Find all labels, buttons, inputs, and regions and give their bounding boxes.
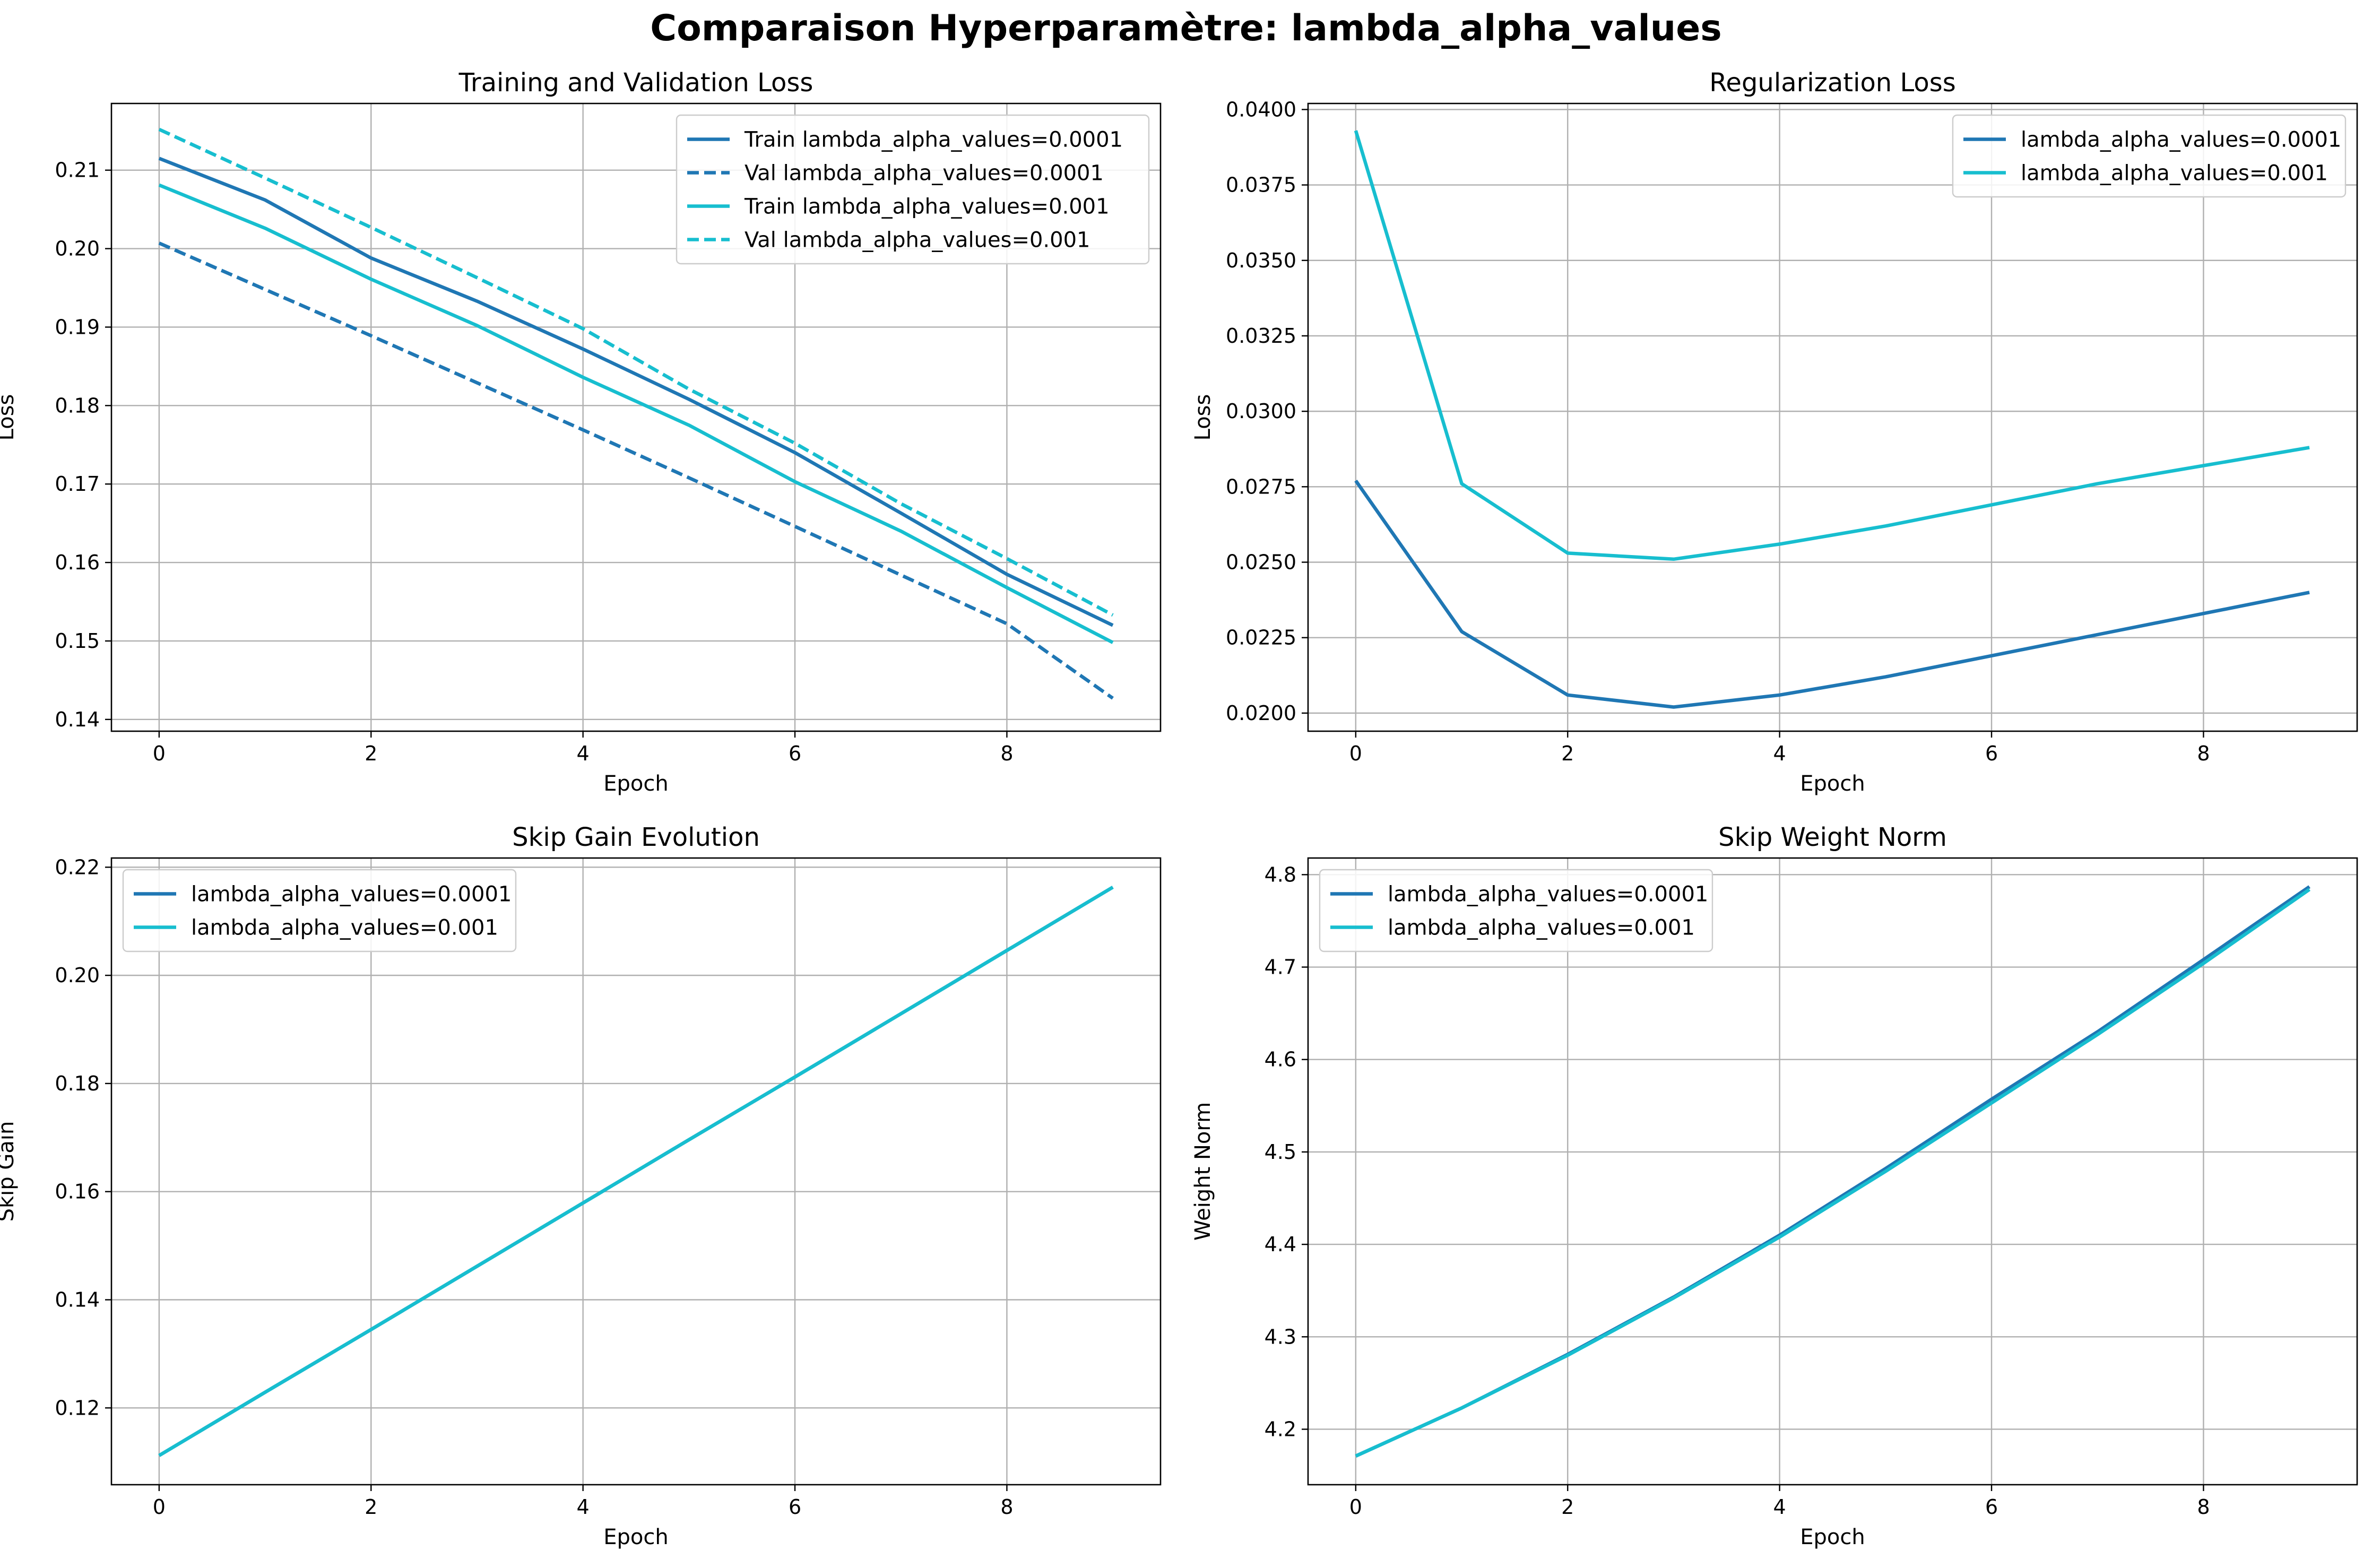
legend-box [1319, 869, 1713, 952]
y-tick-label: 0.0225 [1226, 626, 1296, 649]
series-line-2 [158, 241, 1114, 700]
y-tick-label: 0.14 [55, 1288, 100, 1312]
legend-label-2: lambda_alpha_values=0.001 [1388, 916, 1695, 940]
plot-frame [110, 857, 1162, 1486]
legend-label-1: lambda_alpha_values=0.0001 [2021, 128, 2341, 152]
legend-label-1: Train lambda_alpha_values=0.0001 [744, 128, 1123, 152]
y-tick-label: 0.0400 [1226, 98, 1296, 121]
legend-label-4: Val lambda_alpha_values=0.001 [745, 228, 1090, 253]
x-axis-label: Epoch [1800, 772, 1865, 796]
y-tick-label: 0.18 [55, 394, 100, 417]
legend-label-2: Val lambda_alpha_values=0.0001 [745, 161, 1104, 186]
x-tick-label: 0 [1349, 1495, 1362, 1519]
x-tick-label: 6 [1985, 742, 1998, 765]
y-tick-label: 0.22 [55, 855, 100, 879]
legend-label-1: lambda_alpha_values=0.0001 [191, 882, 512, 907]
legend-label-2: lambda_alpha_values=0.001 [2021, 161, 2328, 186]
y-tick-label: 0.16 [55, 1180, 100, 1203]
y-tick-label: 0.0325 [1226, 324, 1296, 348]
plot-frame [1307, 102, 2358, 732]
x-axis-label: Epoch [603, 772, 668, 796]
panel-skip-gain-evolution: 0 2 4 6 8 0.12 0.14 0.16 0.18 0.20 0.22 Epoch Skip G… [0, 822, 1162, 1549]
panel-regularization-loss: 0 2 4 6 8 0.0200 0.0225 0.0250 0.0275 0.0300 0.032… [1191, 68, 2358, 796]
y-axis-label: Weight Norm [1191, 1102, 1215, 1241]
series-line-3 [158, 183, 1114, 644]
y-tick-label: 0.17 [55, 472, 100, 496]
plot-frame [110, 102, 1162, 732]
y-tick-label: 0.19 [55, 315, 100, 339]
x-tick-label: 2 [1561, 742, 1574, 765]
x-tick-label: 0 [1349, 742, 1362, 765]
x-tick-label: 4 [1773, 1495, 1786, 1519]
x-tick-label: 2 [365, 1495, 377, 1519]
series-line-2 [158, 886, 1114, 1457]
y-tick-label: 4.8 [1265, 863, 1296, 886]
y-tick-label: 0.20 [55, 237, 100, 261]
x-tick-label: 0 [153, 1495, 166, 1519]
y-tick-label: 4.4 [1265, 1233, 1296, 1256]
y-tick-label: 0.21 [55, 159, 100, 182]
y-tick-label: 0.0375 [1226, 174, 1296, 197]
series-line-1 [1354, 480, 2310, 709]
y-tick-label: 0.12 [55, 1396, 100, 1419]
y-tick-label: 0.20 [55, 964, 100, 987]
x-tick-label: 4 [1773, 742, 1786, 765]
y-tick-label: 0.16 [55, 551, 100, 574]
y-axis-label: Loss [1191, 394, 1215, 441]
series-line-4 [158, 127, 1114, 617]
y-tick-label: 0.14 [55, 708, 100, 731]
legend: lambda_alpha_values=0.0001 lambda_alpha_v… [1319, 869, 1713, 952]
y-tick-label: 0.0350 [1226, 249, 1296, 272]
y-tick-label: 0.15 [55, 629, 100, 653]
y-tick-label: 0.18 [55, 1072, 100, 1095]
y-axis-label: Loss [0, 394, 19, 441]
x-tick-label: 8 [1000, 742, 1013, 765]
x-tick-label: 6 [789, 742, 801, 765]
x-tick-label: 0 [153, 742, 166, 765]
legend: Train lambda_alpha_values=0.0001 Val lamb… [676, 114, 1150, 265]
x-axis-label: Epoch [603, 1525, 668, 1549]
legend-box [122, 869, 517, 952]
y-tick-label: 4.7 [1265, 956, 1296, 979]
y-tick-label: 0.0200 [1226, 701, 1296, 725]
y-tick-label: 4.5 [1265, 1140, 1296, 1164]
legend: lambda_alpha_values=0.0001 lambda_alpha_v… [122, 869, 517, 952]
legend-label-2: lambda_alpha_values=0.001 [191, 916, 498, 940]
series-line-1 [1355, 885, 2310, 1458]
x-tick-label: 4 [577, 742, 590, 765]
panel-title: Regularization Loss [1709, 68, 1956, 98]
series-line-2 [1355, 888, 2310, 1458]
x-tick-label: 4 [577, 1495, 590, 1519]
y-tick-label: 4.3 [1265, 1325, 1296, 1348]
legend: lambda_alpha_values=0.0001 lambda_alpha_v… [1952, 114, 2347, 198]
x-tick-label: 8 [2197, 742, 2210, 765]
figure-title: Comparaison Hyperparamètre: lambda_alpha… [650, 7, 1722, 49]
y-tick-label: 0.0275 [1226, 475, 1296, 498]
panel-training-validation-loss: 0 2 4 6 8 0.14 0.15 0.16 0.17 0.18 0.19 0.20 0.21 Epo… [0, 68, 1162, 796]
legend-label-1: lambda_alpha_values=0.0001 [1388, 882, 1708, 907]
x-tick-label: 8 [2197, 1495, 2210, 1519]
y-tick-label: 0.0250 [1226, 551, 1296, 574]
x-tick-label: 2 [1561, 1495, 1574, 1519]
series-line-2 [1354, 130, 2310, 561]
x-tick-label: 2 [365, 742, 377, 765]
legend-label-3: Train lambda_alpha_values=0.001 [744, 195, 1110, 219]
x-tick-label: 8 [1000, 1495, 1013, 1519]
x-tick-label: 6 [789, 1495, 801, 1519]
legend-box [676, 114, 1150, 265]
series-line-1 [158, 157, 1114, 627]
y-axis-label: Skip Gain [0, 1121, 19, 1222]
y-tick-label: 4.6 [1265, 1048, 1296, 1071]
y-tick-label: 4.2 [1265, 1417, 1296, 1441]
x-axis-label: Epoch [1800, 1525, 1865, 1549]
panel-title: Training and Validation Loss [458, 68, 813, 98]
panel-title: Skip Gain Evolution [512, 822, 760, 852]
y-tick-label: 0.0300 [1226, 400, 1296, 423]
x-tick-label: 6 [1985, 1495, 1998, 1519]
legend-box [1952, 114, 2347, 198]
panel-title: Skip Weight Norm [1718, 822, 1947, 852]
plot-frame [1307, 857, 2358, 1486]
panel-skip-weight-norm: 0 2 4 6 8 4.2 4.3 4.4 4.5 4.6 4.7 4.8 Epoch Weight No… [1191, 822, 2358, 1549]
